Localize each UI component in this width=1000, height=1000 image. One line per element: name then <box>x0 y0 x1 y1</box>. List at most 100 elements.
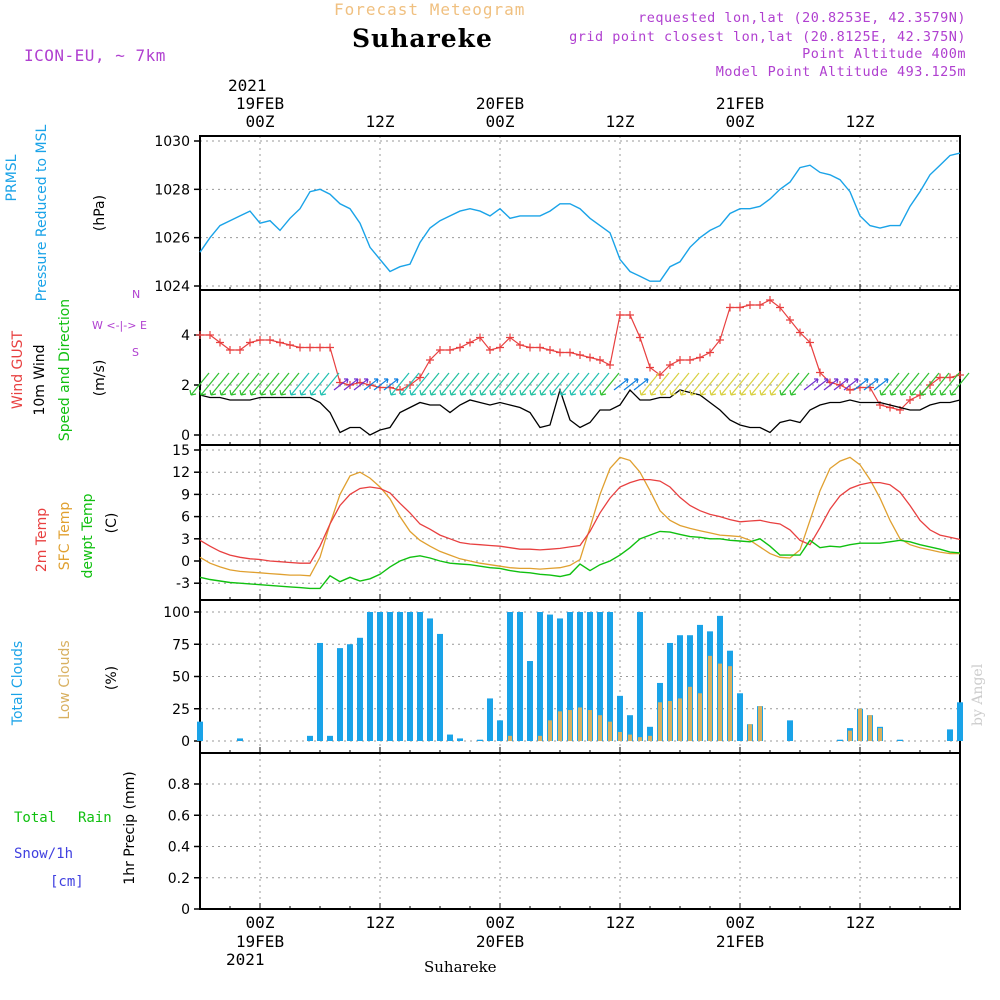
wind-arrow-head <box>469 389 477 396</box>
gust-marker <box>476 333 484 342</box>
total-cloud-bar <box>737 693 743 741</box>
footer-location: Suhareke <box>424 958 497 976</box>
top-date-label: 21FEB <box>715 94 765 113</box>
wind-arrow-head <box>854 378 859 384</box>
gust-marker <box>466 338 474 347</box>
gust-marker <box>676 356 684 364</box>
wind-direction-arrow <box>373 378 389 391</box>
low-cloud-bar <box>568 710 572 741</box>
pressure-ytick-label: 1026 <box>154 231 190 247</box>
total-cloud-bar <box>357 637 363 741</box>
wind-arrow-head <box>929 389 937 396</box>
wind-arrow-head <box>539 389 547 396</box>
low-cloud-bar <box>618 731 622 741</box>
wind-arrow-head <box>299 389 307 396</box>
wind-direction-arrow <box>333 378 349 391</box>
meteogram-subtitle: Forecast Meteogram <box>334 0 526 19</box>
gust-marker <box>286 341 294 349</box>
wind-arrow-head <box>844 378 849 384</box>
gust-marker <box>236 346 244 354</box>
gust-marker <box>216 338 224 347</box>
gust-marker <box>516 341 524 349</box>
gust-marker <box>496 343 504 352</box>
wind-arrow-head <box>779 389 787 396</box>
wind-direction-arrow <box>240 372 260 396</box>
wind-arrow-head <box>389 389 397 396</box>
total-cloud-bar <box>477 739 483 741</box>
gust-marker <box>296 343 304 352</box>
gust-marker <box>256 336 264 344</box>
requested-coords: requested lon,lat (20.8253E, 42.3579N) <box>638 10 966 26</box>
wind-direction-arrow <box>823 378 839 391</box>
wind-direction-arrow <box>750 372 770 396</box>
wind-direction-arrow <box>880 372 900 396</box>
bottom-hour-label: 00Z <box>725 913 755 932</box>
wind-direction-arrow <box>420 372 440 396</box>
wind-direction-arrow <box>910 372 930 396</box>
wind-arrow-head <box>884 378 889 384</box>
gust-marker <box>586 353 594 362</box>
low-cloud-bar <box>698 693 702 741</box>
wind-direction-arrow <box>490 372 510 396</box>
total-cloud-bar <box>667 642 673 741</box>
wind-arrow-head <box>749 389 757 396</box>
clouds-ytick-label: 100 <box>163 605 190 621</box>
total-cloud-bar <box>557 618 563 741</box>
gust-marker <box>646 363 654 372</box>
wind-direction-arrow <box>410 372 430 396</box>
wind-direction-arrow <box>270 372 290 396</box>
wind-direction-arrow <box>930 372 950 396</box>
gust-marker <box>406 381 414 389</box>
precip-ytick-label: 0.2 <box>168 871 190 887</box>
wind-arrow-head <box>229 389 237 396</box>
low-cloud-bar <box>668 701 672 741</box>
location-title: Suhareke <box>352 24 493 53</box>
wind-arrow-head <box>699 389 707 396</box>
gust-marker <box>926 381 934 389</box>
wind-arrow-head <box>769 389 777 396</box>
wind-direction-arrow <box>363 378 379 391</box>
wind-arrow-head <box>199 389 207 396</box>
top-hour-label: 00Z <box>725 112 755 131</box>
wind-direction-arrow <box>450 372 470 396</box>
wind-direction-arrow <box>833 378 849 391</box>
precip-rain-label: Rain <box>78 810 112 826</box>
gust-marker <box>526 343 534 352</box>
wind-arrow-head <box>439 389 447 396</box>
wind-direction-arrow <box>480 372 500 396</box>
wind-direction-arrow <box>590 372 610 396</box>
wind-direction-arrow <box>280 372 300 396</box>
wind-arrow-head <box>624 378 629 384</box>
wind-ytick-label: 2 <box>181 378 190 394</box>
top-hour-label: 00Z <box>245 112 275 131</box>
total-cloud-bar <box>347 644 353 741</box>
gust-marker <box>416 373 424 382</box>
total-cloud-bar <box>587 612 593 741</box>
pressure-ytick-label: 1024 <box>154 279 190 295</box>
low-cloud-bar <box>588 710 592 741</box>
wind-direction-arrow <box>740 372 760 396</box>
wind-direction-arrow <box>470 372 490 396</box>
wind-arrow-head <box>419 389 427 396</box>
gust-marker <box>326 343 334 352</box>
wind-arrow-head <box>384 378 389 384</box>
low-cloud-bar <box>628 734 632 741</box>
wind-arrow-head <box>319 389 327 396</box>
low-cloud-bar <box>858 708 862 741</box>
low-cloud-bar <box>648 735 652 741</box>
gust-marker <box>616 311 624 319</box>
total-cloud-bar <box>547 614 553 741</box>
gust-marker <box>426 356 434 364</box>
wind-arrow-head <box>719 389 727 396</box>
total-cloud-bar <box>397 612 403 741</box>
wind-direction-arrow <box>613 378 629 391</box>
wind-arrow-head <box>219 389 227 396</box>
wind-arrow-head <box>834 378 839 384</box>
wind-arrow-head <box>489 389 497 396</box>
gust-marker <box>536 343 544 352</box>
clouds-ytick-label: 0 <box>181 734 190 750</box>
wind-arrow-head <box>549 389 557 396</box>
wind-arrow-head <box>399 389 407 396</box>
wind-direction-arrow <box>660 372 680 396</box>
gust-marker <box>726 303 734 312</box>
